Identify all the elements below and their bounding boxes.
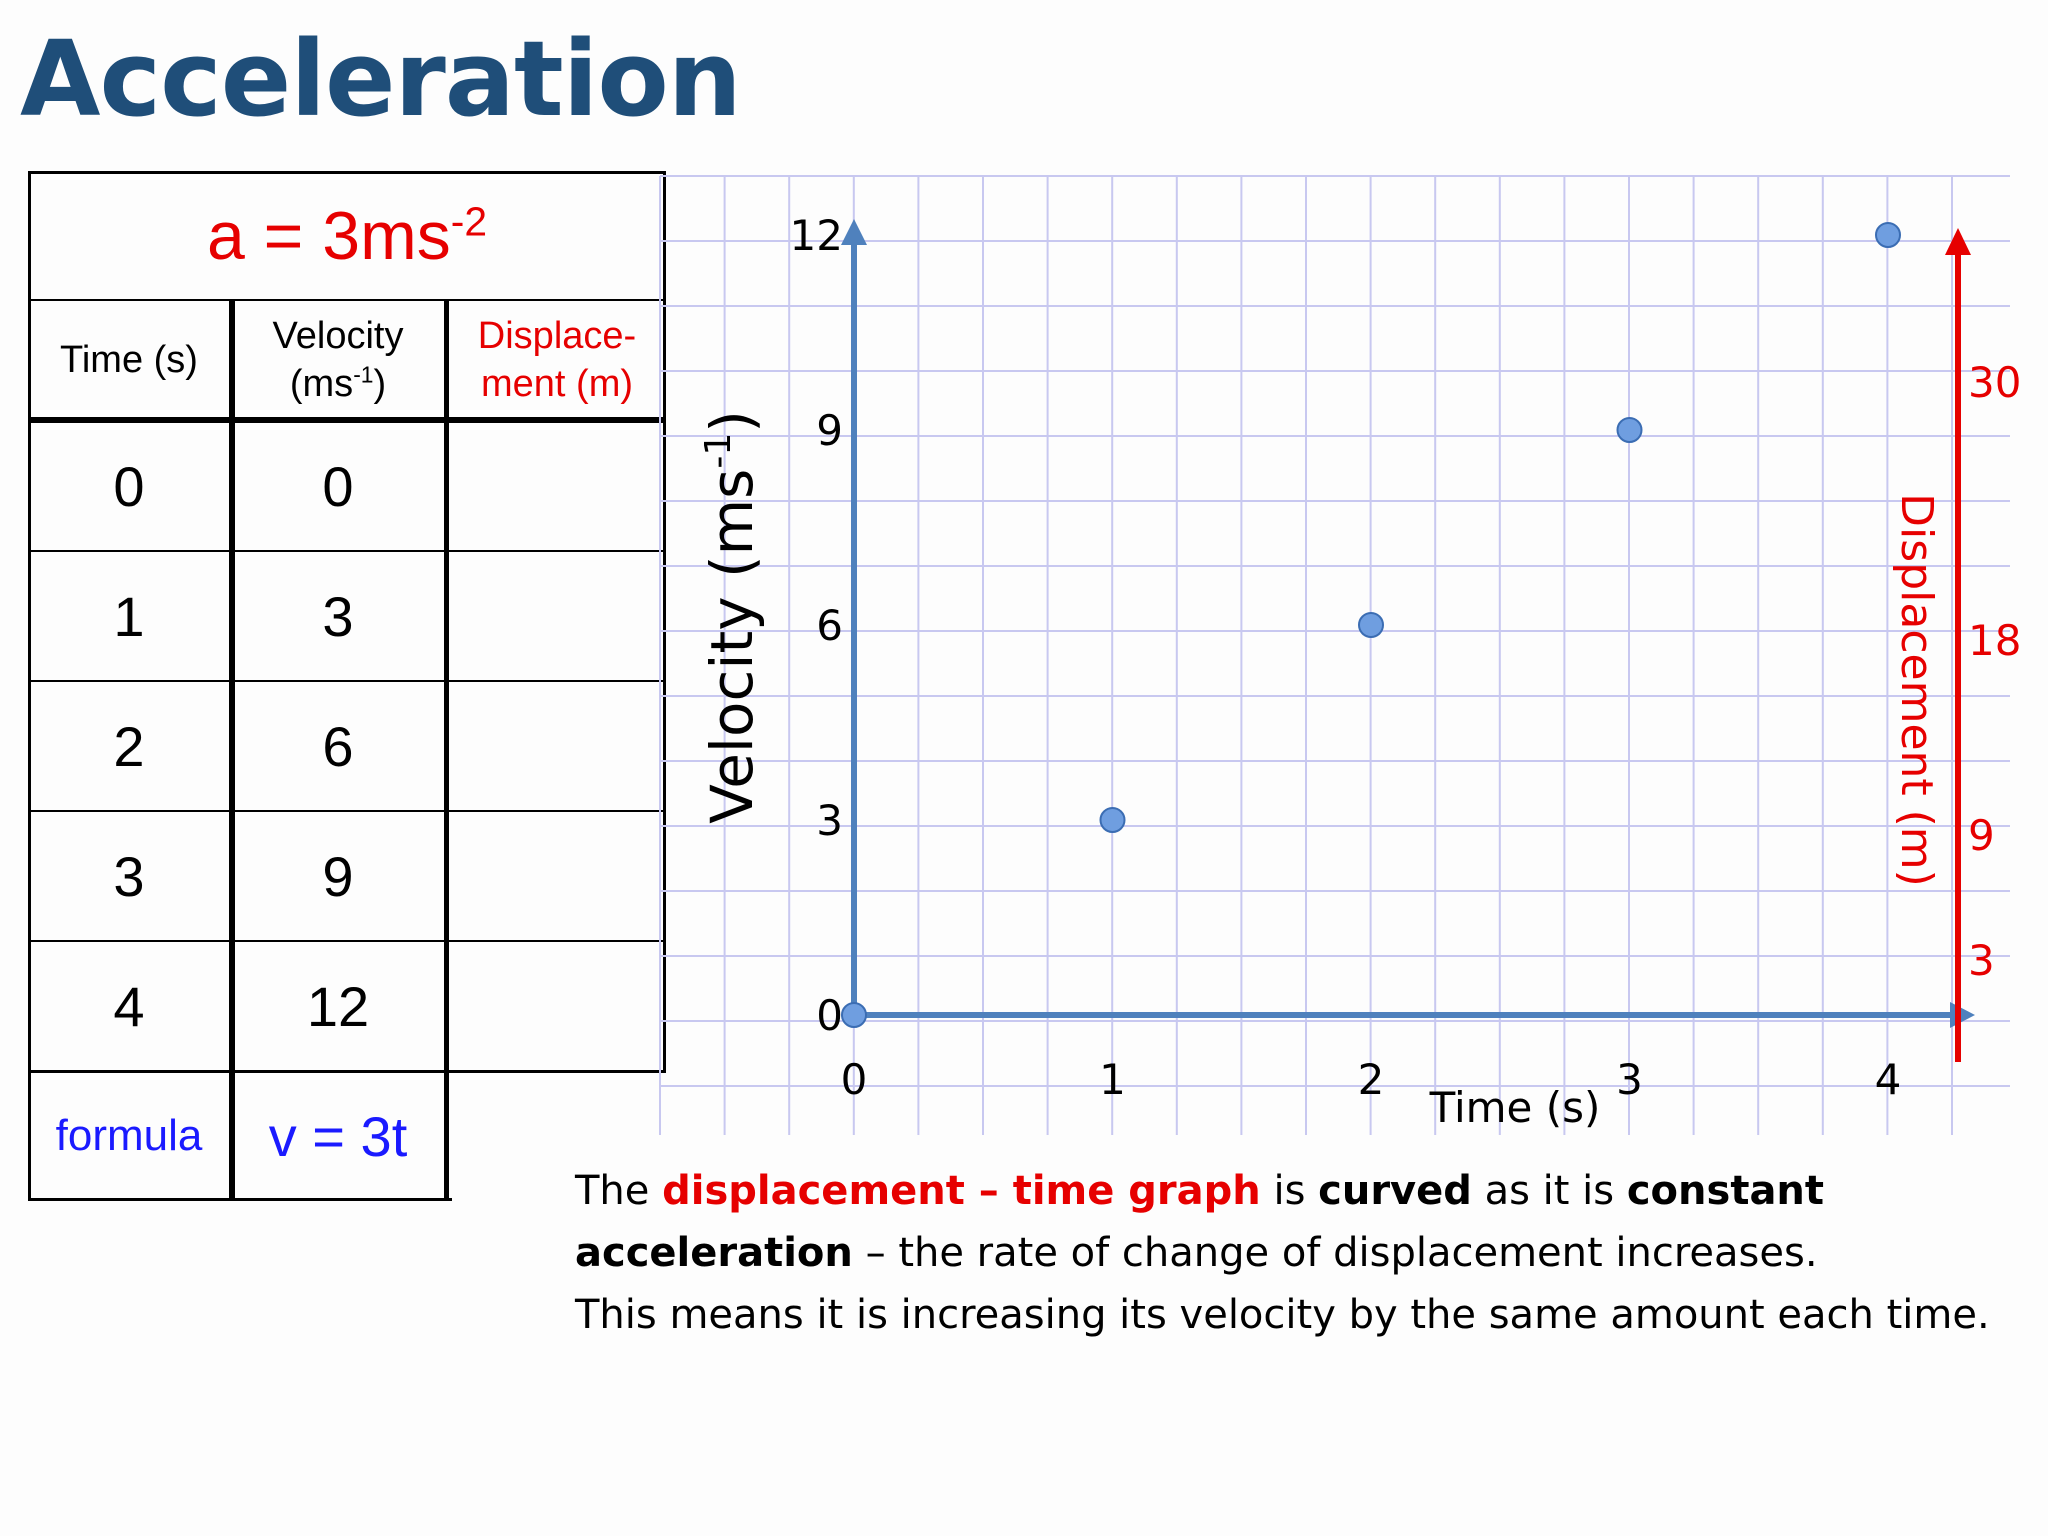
data-point [1099, 807, 1126, 833]
caption-text-segment: The [575, 1168, 663, 1214]
table-divider [28, 417, 666, 423]
row-0-velocity: 0 [322, 454, 354, 518]
caption-text-segment: as it is [1471, 1168, 1627, 1214]
y-tick-label: 12 [790, 211, 843, 260]
y-tick-label: 6 [816, 601, 843, 650]
y-axis-label-text: Velocity (ms [698, 469, 766, 824]
caption-text-segment: – the rate of change of displacement inc… [852, 1230, 1818, 1276]
table-border-bottom [28, 1198, 452, 1201]
header-time: Time (s) [28, 300, 230, 419]
y-tick-label: 9 [816, 406, 843, 455]
acceleration-value: a = 3ms-2 [207, 197, 487, 275]
table-divider [28, 680, 666, 682]
velocity-unit-exponent: -1 [353, 360, 374, 387]
header-velocity: Velocity (ms-1) [232, 300, 444, 419]
header-displacement-line2: ment (m) [481, 362, 633, 405]
y2-axis-arrow [1945, 228, 1971, 255]
data-point [1875, 222, 1901, 248]
table-col-divider [229, 300, 235, 1201]
x-axis-label: Time (s) [1429, 1083, 1601, 1132]
y-axis-label-exponent: -1 [698, 433, 739, 469]
x-tick-label: 2 [1358, 1055, 1385, 1104]
table-border-left [28, 171, 31, 1201]
table-border-top [28, 171, 666, 174]
header-displacement-line1: Displace- [477, 314, 637, 357]
caption-highlight-graph: displacement – time graph [662, 1168, 1261, 1214]
chart-data-points [841, 222, 1901, 1028]
header-velocity-label: Velocity [272, 314, 404, 357]
x-tick-label: 1 [1099, 1055, 1126, 1104]
data-point [841, 1002, 867, 1028]
y-axis-arrow [841, 219, 867, 245]
caption-bold-constant: constant [1626, 1168, 1825, 1214]
page-title: Acceleration [20, 18, 742, 140]
velocity-unit-text: (ms [289, 362, 354, 405]
table-divider [28, 550, 666, 552]
table-divider [28, 299, 666, 301]
acceleration-cell: a = 3ms-2 [28, 171, 666, 300]
row-4-time: 4 [113, 974, 145, 1038]
y-axis-label: Velocity (ms-1) [698, 410, 766, 824]
y2-axis-label: Displacement (m) [1891, 493, 1942, 887]
x-tick-label: 3 [1616, 1055, 1643, 1104]
caption-line-2: acceleration – the rate of change of dis… [575, 1222, 2045, 1284]
row-3-velocity: 9 [322, 844, 354, 908]
y2-tick-label: 3 [1968, 936, 1995, 985]
y2-tick-label: 30 [1968, 358, 2021, 407]
data-table: a = 3ms-2 Time (s) Velocity (ms-1) Displ… [28, 171, 666, 1202]
row-1-time: 1 [113, 584, 145, 648]
row-0-time: 0 [113, 454, 145, 518]
table-divider [28, 810, 666, 812]
table-col-divider [444, 300, 449, 1201]
formula-value: v = 3t [268, 1104, 408, 1168]
data-point [1358, 612, 1384, 638]
caption-text-segment: is [1260, 1168, 1319, 1214]
row-2-velocity: 6 [322, 714, 354, 778]
x-tick-label: 0 [841, 1055, 868, 1104]
velocity-unit-close: ) [373, 362, 387, 405]
acceleration-exponent: -2 [450, 197, 488, 244]
table-divider [28, 940, 666, 942]
acceleration-prefix: a = 3ms [206, 197, 451, 274]
data-point [1616, 417, 1643, 443]
y-tick-label: 3 [816, 796, 843, 845]
chart-grid [659, 175, 2010, 1135]
y2-tick-label: 18 [1968, 616, 2021, 665]
caption-bold-acceleration: acceleration [575, 1230, 853, 1276]
caption-text: The displacement – time graph is curved … [575, 1160, 2045, 1346]
y-tick-label: 0 [816, 991, 843, 1040]
table-border-right [663, 171, 666, 1073]
x-axis-arrow [1950, 1002, 1975, 1028]
caption-line-1: The displacement – time graph is curved … [575, 1160, 2045, 1222]
y-axis-label-close: ) [698, 410, 766, 433]
header-velocity-unit: (ms-1) [290, 360, 386, 408]
x-tick-label: 4 [1875, 1055, 1902, 1104]
row-3-time: 3 [113, 844, 145, 908]
formula-label: formula [55, 1111, 203, 1160]
y2-tick-label: 9 [1968, 811, 1995, 860]
caption-bold-curved: curved [1318, 1168, 1472, 1214]
row-2-time: 2 [113, 714, 145, 778]
row-1-velocity: 3 [322, 584, 354, 648]
caption-line-3: This means it is increasing its velocity… [575, 1292, 1990, 1338]
row-4-velocity: 12 [306, 974, 370, 1038]
header-displacement: Displace- ment (m) [448, 300, 666, 419]
header-time-label: Time (s) [60, 338, 198, 381]
chart-axes [841, 219, 1975, 1062]
table-divider [28, 1070, 666, 1073]
